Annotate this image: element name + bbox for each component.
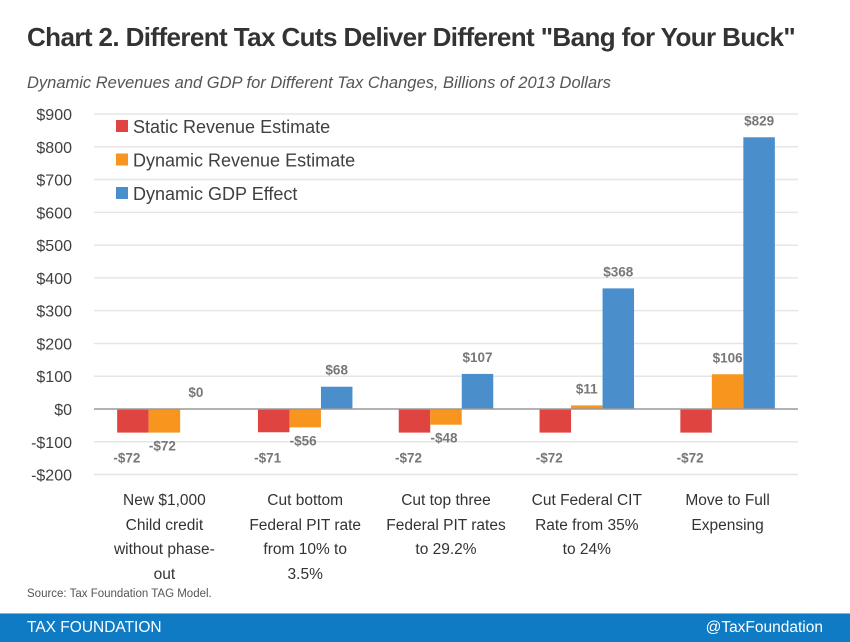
data-label: $829 — [744, 113, 774, 128]
data-label: -$71 — [254, 450, 282, 465]
y-tick-label: $100 — [36, 369, 72, 386]
dynamic-gdp-bar — [461, 373, 494, 409]
data-label: $368 — [603, 264, 634, 279]
y-tick-label: -$200 — [31, 468, 72, 485]
data-label: $68 — [325, 363, 348, 378]
data-label: $11 — [576, 381, 598, 396]
x-category-label: Cut top three Federal PIT rates to 29.2% — [386, 492, 506, 558]
data-label: $0 — [188, 385, 203, 400]
data-label: $107 — [462, 350, 492, 365]
chart-subtitle: Dynamic Revenues and GDP for Different T… — [27, 74, 611, 92]
static-revenue-bar — [398, 409, 431, 433]
y-tick-label: $0 — [54, 402, 72, 419]
x-category-label: Cut Federal CIT Rate from 35% to 24% — [531, 492, 642, 558]
data-label: -$48 — [430, 431, 458, 446]
data-label: -$72 — [395, 451, 422, 466]
y-axis-ticks: $900 $800 $700 $600 $500 $400 $300 $200 $100 $0 -$… — [31, 107, 72, 485]
y-tick-label: -$100 — [31, 435, 72, 452]
y-tick-label: $800 — [36, 140, 72, 157]
dynamic-revenue-bar — [148, 409, 181, 433]
twitter-handle[interactable]: @TaxFoundation — [705, 619, 823, 636]
dynamic-gdp-bar — [602, 288, 635, 409]
brand-name: TAX FOUNDATION — [27, 619, 162, 636]
dynamic-gdp-bar — [743, 137, 775, 409]
footer-bar: TAX FOUNDATION @TaxFoundation — [0, 613, 850, 642]
source-note: Source: Tax Foundation TAG Model. — [27, 588, 212, 600]
static-revenue-bar — [117, 409, 149, 433]
data-label: -$72 — [677, 451, 704, 466]
bar-chart: $900$800$700$600$500$400$300$200$100$0-$… — [31, 107, 798, 485]
bars — [117, 137, 775, 433]
y-tick-label: $200 — [36, 336, 72, 353]
x-category-label: Cut bottom Federal PIT rate from 10% to 3.5… — [249, 492, 362, 583]
data-labels: -$72 -$72 $0 -$71 -$56 $68 -$72 -$48 $107 -$72 $11… — [113, 113, 774, 465]
y-tick-label: $900 — [36, 107, 72, 124]
static-revenue-bar — [680, 409, 712, 433]
dynamic-gdp-bar — [320, 386, 353, 409]
y-tick-label: $600 — [36, 205, 72, 222]
legend-swatch — [116, 187, 128, 199]
legend-swatch — [116, 153, 128, 166]
legend-swatch — [116, 120, 128, 132]
y-tick-label: $700 — [36, 173, 72, 190]
data-label: -$72 — [149, 439, 176, 454]
x-category-label: New $1,000 Child credit without phase-out — [113, 492, 215, 583]
static-revenue-bar — [539, 409, 572, 433]
dynamic-revenue-bar — [571, 405, 603, 409]
dynamic-revenue-bar — [711, 374, 744, 409]
data-label: -$56 — [290, 433, 318, 448]
y-tick-label: $400 — [36, 271, 72, 288]
dynamic-revenue-bar — [289, 409, 321, 428]
dynamic-revenue-bar — [430, 409, 462, 425]
data-label: -$72 — [113, 451, 140, 466]
x-category-label: Move to Full Expensing — [685, 492, 770, 534]
y-tick-label: $500 — [36, 238, 72, 255]
static-revenue-bar — [257, 409, 290, 433]
data-label: -$72 — [536, 451, 563, 466]
y-tick-label: $300 — [36, 304, 72, 321]
legend-label: Dynamic Revenue Estimate — [133, 151, 355, 171]
chart-title: Chart 2. Different Tax Cuts Deliver Diff… — [27, 22, 796, 52]
legend: Static Revenue Estimate Dynamic Revenue E… — [116, 117, 355, 204]
gridlines — [94, 113, 798, 476]
legend-label: Static Revenue Estimate — [133, 117, 330, 137]
data-label: $106 — [713, 350, 744, 365]
legend-label: Dynamic GDP Effect — [133, 184, 297, 204]
